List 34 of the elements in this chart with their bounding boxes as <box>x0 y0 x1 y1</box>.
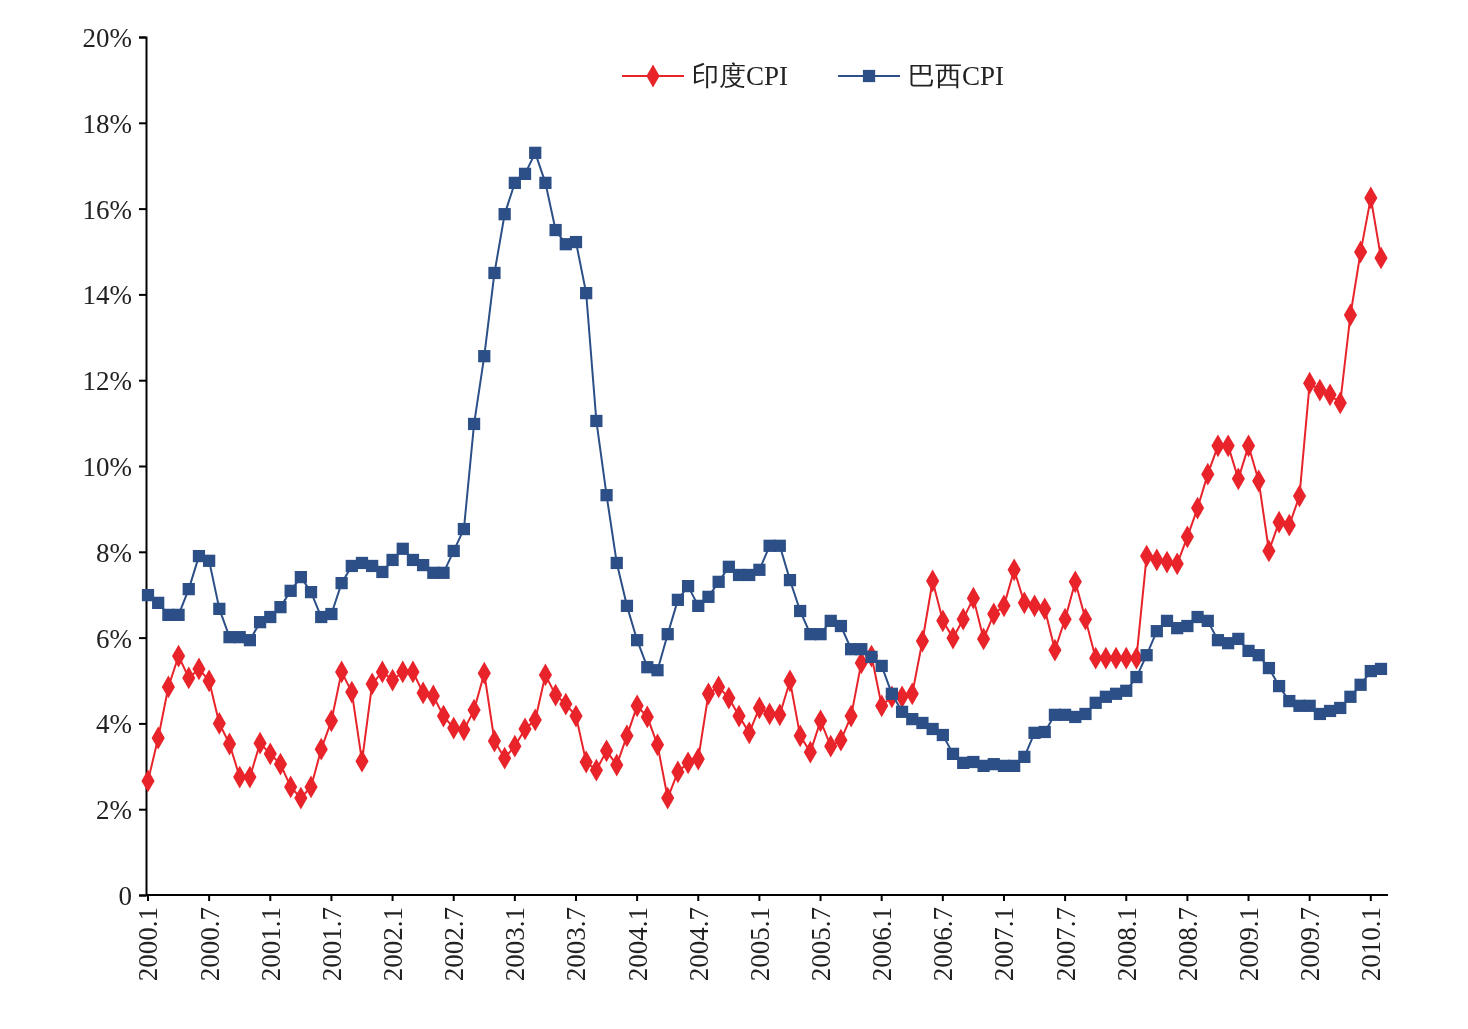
legend-label: 巴西CPI <box>908 61 1005 92</box>
x-tick-label: 2008.7 <box>1172 907 1203 982</box>
y-tick-label: 2% <box>96 795 132 826</box>
x-tick-label: 2009.7 <box>1295 907 1326 982</box>
x-tick-label: 2006.1 <box>867 907 898 982</box>
x-tick-label: 2004.7 <box>683 907 714 982</box>
y-tick-label: 20% <box>82 22 132 53</box>
x-tick-label: 2003.7 <box>561 907 592 982</box>
legend-label: 印度CPI <box>692 61 789 92</box>
y-tick-label: 4% <box>96 709 132 740</box>
x-tick-label: 2005.7 <box>806 907 836 982</box>
x-tick-label: 2005.1 <box>744 907 775 982</box>
x-tick-label: 2000.7 <box>194 907 225 982</box>
x-tick-label: 2002.1 <box>378 907 409 982</box>
x-tick-label: 2008.1 <box>1111 907 1142 982</box>
y-tick-label: 0 <box>118 880 132 911</box>
x-tick-label: 2001.7 <box>316 907 347 982</box>
x-tick-label: 2004.1 <box>622 907 653 982</box>
x-tick-label: 2006.7 <box>928 907 959 982</box>
x-tick-label: 2003.1 <box>500 907 531 982</box>
x-tick-label: 2007.7 <box>1050 907 1081 982</box>
x-tick-label: 2010.1 <box>1356 907 1387 982</box>
x-tick-label: 2002.7 <box>439 907 470 982</box>
y-tick-label: 8% <box>96 537 132 568</box>
x-tick-label: 2001.1 <box>255 907 286 982</box>
x-tick-label: 2007.1 <box>989 907 1020 982</box>
y-tick-label: 16% <box>82 194 132 225</box>
x-tick-label: 2000.1 <box>133 907 164 982</box>
y-tick-label: 12% <box>82 366 132 397</box>
y-tick-label: 6% <box>96 623 132 654</box>
x-tick-label: 2009.1 <box>1233 907 1264 982</box>
y-tick-label: 18% <box>82 108 132 139</box>
y-tick-label: 10% <box>82 451 132 482</box>
y-tick-label: 14% <box>82 280 132 311</box>
